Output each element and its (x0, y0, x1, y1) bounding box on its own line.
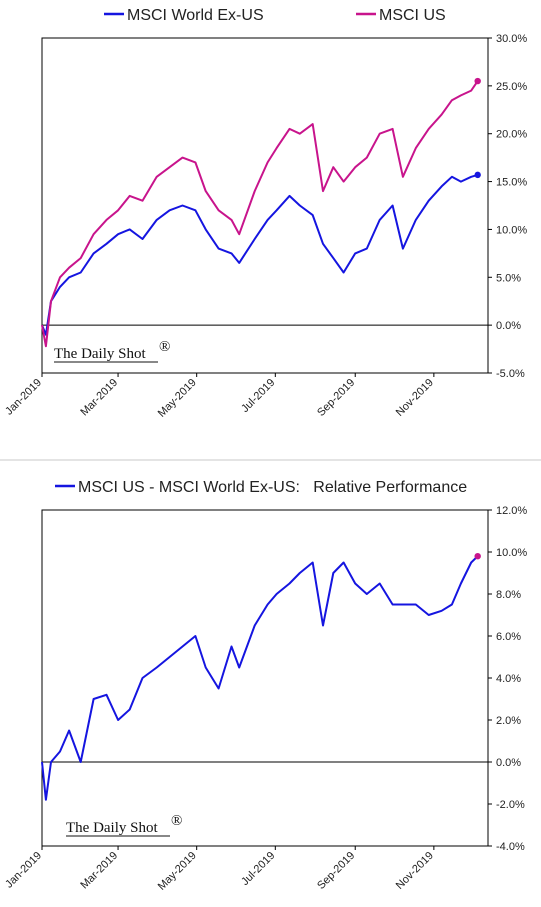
y-tick-label: 6.0% (496, 631, 521, 643)
y-tick-label: 15.0% (496, 177, 527, 189)
y-tick-label: -5.0% (496, 368, 525, 380)
series-end-marker-msci-us-msci-world-ex-us-relative-performance (474, 553, 481, 560)
x-tick-label: Nov-2019 (394, 850, 436, 892)
y-tick-label: 10.0% (496, 547, 527, 559)
series-end-marker-msci-world-ex-us (474, 171, 481, 179)
legend-bottom-chart: MSCI US - MSCI World Ex-US: Relative Per… (55, 479, 467, 496)
x-tick-label: Jul-2019 (239, 377, 277, 415)
x-tick-label: Sep-2019 (315, 850, 357, 892)
series-line-msci-us (41, 80, 479, 348)
top-chart-panel: MSCI World Ex-US MSCI US 30.0% 25.0% 20.0%… (3, 7, 527, 420)
series-group-bottom (41, 553, 488, 801)
watermark-registered-mark: ® (171, 813, 182, 829)
bottom-chart-panel: MSCI US - MSCI World Ex-US: Relative Per… (3, 479, 527, 893)
x-tick-label: May-2019 (156, 850, 199, 893)
series-end-marker-msci-us (474, 77, 481, 85)
series-line-msci-world-ex-us (41, 173, 478, 336)
y-tick-label: 8.0% (496, 589, 521, 601)
y-axis-bottom: 12.0% 10.0% 8.0% 6.0% 4.0% 2.0% 0.0% -2.0% -4.0% (488, 505, 527, 853)
x-tick-label: Sep-2019 (315, 377, 357, 419)
series-line-msci-us-msci-world-ex-us-relative-performance (41, 555, 479, 801)
x-tick-label: Jan-2019 (3, 377, 44, 418)
watermark-top: The Daily Shot ® (54, 339, 170, 363)
plot-area-bottom (41, 509, 489, 847)
watermark-registered-mark: ® (159, 339, 170, 355)
y-tick-label: 4.0% (496, 673, 521, 685)
series-group-top (41, 77, 488, 348)
y-tick-label: 2.0% (496, 715, 521, 727)
x-axis-bottom: Jan-2019 Mar-2019 May-2019 Jul-2019 Sep-2019… (3, 846, 436, 893)
watermark-bottom: The Daily Shot ® (66, 813, 182, 837)
legend-label-relative: MSCI US - MSCI World Ex-US: Relative Per… (78, 479, 467, 496)
plot-area-top (41, 37, 489, 374)
x-tick-label: Nov-2019 (394, 377, 436, 419)
y-tick-label: 10.0% (496, 224, 527, 236)
y-tick-label: 5.0% (496, 272, 521, 284)
legend-label-us: MSCI US (379, 7, 446, 24)
y-tick-label: -4.0% (496, 841, 525, 853)
watermark-text: The Daily Shot (66, 820, 158, 836)
legend-label-world-ex-us: MSCI World Ex-US (127, 7, 264, 24)
x-tick-label: Jul-2019 (239, 850, 277, 888)
y-tick-label: 0.0% (496, 320, 521, 332)
y-axis-top: 30.0% 25.0% 20.0% 15.0% 10.0% 5.0% 0.0% -5.0% (488, 33, 527, 380)
x-tick-label: Mar-2019 (78, 377, 120, 419)
x-tick-label: Jan-2019 (3, 850, 44, 891)
x-tick-label: Mar-2019 (78, 850, 120, 892)
x-tick-label: May-2019 (156, 377, 199, 420)
y-tick-label: 30.0% (496, 33, 527, 45)
y-tick-label: 20.0% (496, 129, 527, 141)
legend-top-chart: MSCI World Ex-US MSCI US (104, 7, 446, 24)
y-tick-label: -2.0% (496, 799, 525, 811)
x-axis-top: Jan-2019 Mar-2019 May-2019 Jul-2019 Sep-2019… (3, 373, 436, 420)
y-tick-label: 12.0% (496, 505, 527, 517)
y-tick-label: 25.0% (496, 81, 527, 93)
watermark-text: The Daily Shot (54, 346, 146, 362)
y-tick-label: 0.0% (496, 757, 521, 769)
